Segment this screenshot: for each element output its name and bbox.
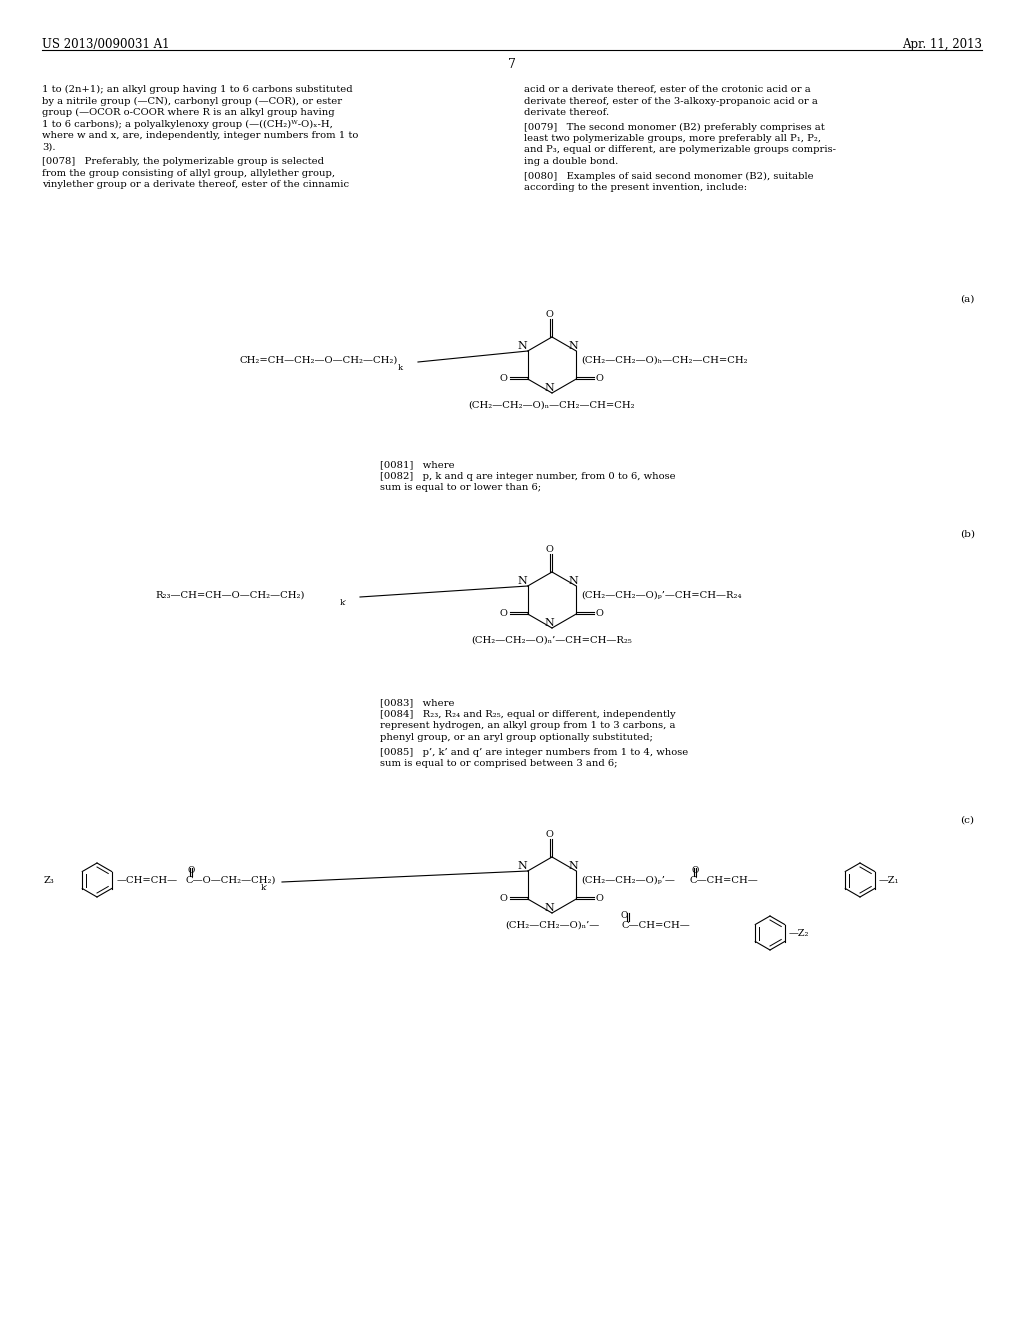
- Text: k: k: [398, 364, 403, 372]
- Text: according to the present invention, include:: according to the present invention, incl…: [524, 183, 748, 191]
- Text: O: O: [500, 894, 508, 903]
- Text: N: N: [568, 576, 579, 586]
- Text: [0080]   Examples of said second monomer (B2), suitable: [0080] Examples of said second monomer (…: [524, 172, 814, 181]
- Text: [0078]   Preferably, the polymerizable group is selected: [0078] Preferably, the polymerizable gro…: [42, 157, 324, 166]
- Text: O: O: [691, 866, 698, 875]
- Text: represent hydrogen, an alkyl group from 1 to 3 carbons, a: represent hydrogen, an alkyl group from …: [380, 722, 676, 730]
- Text: [0079]   The second monomer (B2) preferably comprises at: [0079] The second monomer (B2) preferabl…: [524, 123, 824, 132]
- Text: phenyl group, or an aryl group optionally substituted;: phenyl group, or an aryl group optionall…: [380, 733, 653, 742]
- Text: sum is equal to or lower than 6;: sum is equal to or lower than 6;: [380, 483, 541, 492]
- Text: N: N: [518, 576, 527, 586]
- Text: [0081]   where: [0081] where: [380, 459, 455, 469]
- Text: derivate thereof.: derivate thereof.: [524, 108, 609, 117]
- Text: 1 to 6 carbons); a polyalkylenoxy group (—((CH₂)ᵂ-O)ₓ-H,: 1 to 6 carbons); a polyalkylenoxy group …: [42, 120, 333, 128]
- Text: (CH₂—CH₂—O)ₙ’—CH=CH—R₂₅: (CH₂—CH₂—O)ₙ’—CH=CH—R₂₅: [472, 636, 633, 645]
- Text: C—CH=CH—: C—CH=CH—: [622, 921, 691, 931]
- Text: N: N: [568, 341, 579, 351]
- Text: 7: 7: [508, 58, 516, 71]
- Text: —CH=CH—: —CH=CH—: [117, 876, 178, 884]
- Text: [0084]   R₂₃, R₂₄ and R₂₅, equal or different, independently: [0084] R₂₃, R₂₄ and R₂₅, equal or differ…: [380, 710, 676, 719]
- Text: least two polymerizable groups, more preferably all P₁, P₂,: least two polymerizable groups, more pre…: [524, 135, 821, 143]
- Text: —Z₁: —Z₁: [879, 876, 899, 884]
- Text: (a): (a): [961, 294, 975, 304]
- Text: (c): (c): [961, 816, 974, 825]
- Text: sum is equal to or comprised between 3 and 6;: sum is equal to or comprised between 3 a…: [380, 759, 617, 768]
- Text: where w and x, are, independently, integer numbers from 1 to: where w and x, are, independently, integ…: [42, 131, 358, 140]
- Text: US 2013/0090031 A1: US 2013/0090031 A1: [42, 38, 170, 51]
- Text: and P₃, equal or different, are polymerizable groups compris-: and P₃, equal or different, are polymeri…: [524, 145, 836, 154]
- Text: R₂₃—CH=CH—O—CH₂—CH₂): R₂₃—CH=CH—O—CH₂—CH₂): [155, 591, 304, 601]
- Text: O: O: [500, 609, 508, 618]
- Text: O: O: [500, 374, 508, 383]
- Text: C—O—CH₂—CH₂): C—O—CH₂—CH₂): [185, 876, 275, 884]
- Text: N: N: [568, 861, 579, 871]
- Text: vinylether group or a derivate thereof, ester of the cinnamic: vinylether group or a derivate thereof, …: [42, 180, 349, 189]
- Text: O: O: [545, 310, 553, 319]
- Text: C—CH=CH—: C—CH=CH—: [689, 876, 758, 884]
- Text: by a nitrile group (—CN), carbonyl group (—COR), or ester: by a nitrile group (—CN), carbonyl group…: [42, 96, 342, 106]
- Text: 3).: 3).: [42, 143, 55, 152]
- Text: O: O: [545, 830, 553, 840]
- Text: CH₂=CH—CH₂—O—CH₂—CH₂): CH₂=CH—CH₂—O—CH₂—CH₂): [240, 356, 398, 366]
- Text: k′: k′: [261, 884, 268, 892]
- Text: O: O: [187, 866, 195, 875]
- Text: group (—OCOR o-COOR where R is an alkyl group having: group (—OCOR o-COOR where R is an alkyl …: [42, 108, 335, 117]
- Text: [0083]   where: [0083] where: [380, 698, 455, 708]
- Text: N: N: [518, 341, 527, 351]
- Text: [0082]   p, k and q are integer number, from 0 to 6, whose: [0082] p, k and q are integer number, fr…: [380, 473, 676, 480]
- Text: (CH₂—CH₂—O)ₕ—CH₂—CH=CH₂: (CH₂—CH₂—O)ₕ—CH₂—CH=CH₂: [582, 356, 748, 366]
- Text: —Z₂: —Z₂: [790, 929, 809, 939]
- Text: derivate thereof, ester of the 3-alkoxy-propanoic acid or a: derivate thereof, ester of the 3-alkoxy-…: [524, 96, 818, 106]
- Text: (CH₂—CH₂—O)ₚ’—CH=CH—R₂₄: (CH₂—CH₂—O)ₚ’—CH=CH—R₂₄: [582, 591, 741, 601]
- Text: [0085]   p’, k’ and q’ are integer numbers from 1 to 4, whose: [0085] p’, k’ and q’ are integer numbers…: [380, 748, 688, 756]
- Text: ing a double bond.: ing a double bond.: [524, 157, 618, 166]
- Text: O: O: [621, 911, 628, 920]
- Text: N: N: [544, 903, 554, 913]
- Text: N: N: [544, 383, 554, 393]
- Text: (b): (b): [961, 531, 975, 539]
- Text: from the group consisting of allyl group, allylether group,: from the group consisting of allyl group…: [42, 169, 335, 177]
- Text: O: O: [595, 609, 603, 618]
- Text: N: N: [544, 618, 554, 628]
- Text: (CH₂—CH₂—O)ₙ’—: (CH₂—CH₂—O)ₙ’—: [505, 921, 599, 931]
- Text: (CH₂—CH₂—O)ₚ’—: (CH₂—CH₂—O)ₚ’—: [582, 876, 675, 884]
- Text: 1 to (2n+1); an alkyl group having 1 to 6 carbons substituted: 1 to (2n+1); an alkyl group having 1 to …: [42, 84, 352, 94]
- Text: k′: k′: [340, 599, 347, 607]
- Text: Z₃: Z₃: [44, 876, 54, 884]
- Text: acid or a derivate thereof, ester of the crotonic acid or a: acid or a derivate thereof, ester of the…: [524, 84, 811, 94]
- Text: O: O: [595, 894, 603, 903]
- Text: O: O: [595, 374, 603, 383]
- Text: Apr. 11, 2013: Apr. 11, 2013: [902, 38, 982, 51]
- Text: (CH₂—CH₂—O)ₙ—CH₂—CH=CH₂: (CH₂—CH₂—O)ₙ—CH₂—CH=CH₂: [469, 401, 635, 411]
- Text: N: N: [518, 861, 527, 871]
- Text: O: O: [545, 545, 553, 554]
